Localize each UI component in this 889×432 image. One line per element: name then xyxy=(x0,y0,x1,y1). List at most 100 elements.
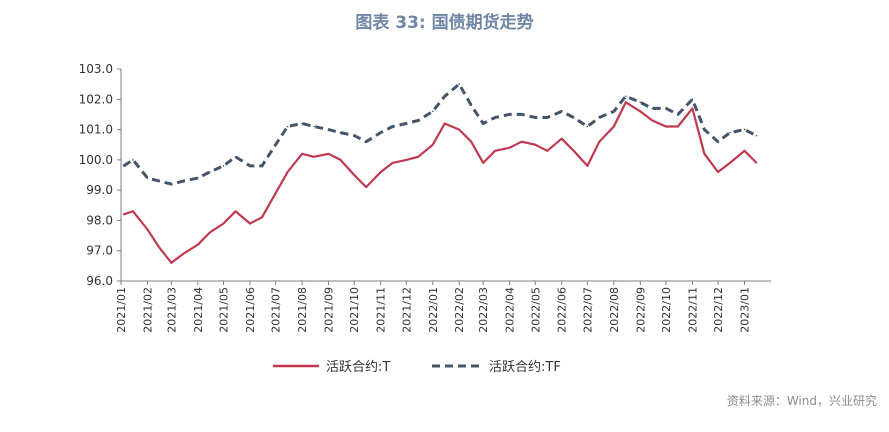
x-tick-label: 2021/01 xyxy=(115,287,128,333)
series-t-point xyxy=(182,252,185,255)
series-tf-point xyxy=(132,159,134,161)
series-t-point xyxy=(482,162,484,164)
y-tick-label: 102.0 xyxy=(79,92,113,106)
series-t-point xyxy=(353,174,355,176)
series-tf-point xyxy=(755,134,758,137)
series-tf-point xyxy=(261,165,263,167)
series-t-point xyxy=(508,146,511,149)
series-t-point xyxy=(197,243,199,246)
series-t-point xyxy=(494,149,496,152)
x-tick-label: 2022/06 xyxy=(556,287,569,333)
series-tf-point xyxy=(520,113,523,116)
series-t-point xyxy=(598,140,601,143)
series-tf-point xyxy=(572,116,575,119)
series-tf-point xyxy=(365,140,367,143)
series-t-point xyxy=(546,149,549,152)
y-tick-label: 96.0 xyxy=(86,274,113,288)
x-tick-label: 2023/01 xyxy=(739,287,752,333)
series-tf-point xyxy=(274,143,277,146)
series-t-point xyxy=(286,171,289,173)
y-tick-label: 99.0 xyxy=(86,183,113,197)
series-tf-point xyxy=(379,131,382,134)
x-tick-label: 2022/05 xyxy=(529,287,542,333)
series-t-point xyxy=(520,140,523,143)
series-tf-point xyxy=(624,95,627,98)
series-t-point xyxy=(222,222,225,225)
series-tf-point xyxy=(313,125,315,128)
series-tf-point xyxy=(222,165,225,167)
series-t-point xyxy=(651,119,654,122)
series-t-point xyxy=(443,122,446,125)
y-tick-label: 97.0 xyxy=(86,244,113,258)
series-tf-point xyxy=(651,107,654,110)
x-tick-label: 2022/08 xyxy=(608,287,621,333)
series-tf-point xyxy=(743,128,746,131)
x-tick-label: 2022/01 xyxy=(427,287,440,333)
series-line-t xyxy=(123,101,758,264)
series-t-point xyxy=(301,153,303,155)
series-tf-point xyxy=(598,116,601,119)
y-tick-label: 101.0 xyxy=(79,123,113,137)
series-t-point xyxy=(560,137,563,140)
series-t-point xyxy=(458,128,461,131)
series-t-point xyxy=(327,153,330,155)
series-t-point xyxy=(431,143,434,146)
series-tf-point xyxy=(458,83,461,85)
x-tick-label: 2021/04 xyxy=(192,287,205,333)
series-tf-point xyxy=(534,116,537,119)
series-t-point xyxy=(132,210,134,213)
series-t-point xyxy=(613,125,615,128)
series-t-point xyxy=(665,125,667,128)
series-t-point xyxy=(743,149,746,152)
series-t-point xyxy=(313,156,315,158)
series-t-point xyxy=(534,143,537,146)
series-t-point xyxy=(417,156,420,158)
series-tf-point xyxy=(717,140,719,143)
x-tick-label: 2022/10 xyxy=(660,287,673,333)
source-note: 资料来源：Wind，兴业研究 xyxy=(726,394,877,408)
x-tick-label: 2021/12 xyxy=(400,287,413,333)
series-t-point xyxy=(586,165,589,167)
x-tick-label: 2021/06 xyxy=(244,287,257,333)
series-t-point xyxy=(755,162,758,164)
series-tf-point xyxy=(286,125,289,128)
series-tf-point xyxy=(182,180,185,182)
series-t-point xyxy=(249,222,251,225)
series-tf-point xyxy=(470,104,472,107)
series-t-point xyxy=(274,192,277,194)
series-tf-point xyxy=(339,131,342,134)
series-tf-point xyxy=(431,110,434,113)
x-tick-label: 2022/02 xyxy=(453,287,466,333)
x-tick-label: 2022/03 xyxy=(477,287,490,333)
series-t-point xyxy=(717,171,719,173)
series-t-point xyxy=(703,153,706,155)
series-t-point xyxy=(639,110,642,113)
series-t-point xyxy=(146,228,149,231)
series-tf-point xyxy=(405,122,408,125)
series-t-point xyxy=(470,140,472,143)
legend-label-t: 活跃合约:T xyxy=(326,360,390,375)
series-tf-point xyxy=(639,101,642,104)
series-tf-point xyxy=(508,113,511,116)
x-tick-label: 2022/09 xyxy=(634,287,647,333)
series-tf-point xyxy=(586,125,589,128)
x-tick-label: 2021/03 xyxy=(165,287,178,333)
y-tick-label: 100.0 xyxy=(79,153,113,167)
series-tf-point xyxy=(729,131,731,134)
series-t-point xyxy=(158,246,161,249)
series-t-point xyxy=(379,171,382,173)
series-tf-point xyxy=(234,156,237,158)
x-tick-label: 2021/08 xyxy=(296,287,309,333)
y-tick-label: 98.0 xyxy=(86,213,113,227)
series-tf-point xyxy=(703,128,706,131)
series-tf-point xyxy=(482,122,484,125)
series-t-point xyxy=(691,107,694,110)
series-tf-point xyxy=(494,116,496,119)
series-tf-point xyxy=(146,177,149,179)
series-tf-point xyxy=(327,128,330,131)
series-tf-point xyxy=(391,125,394,128)
x-tick-label: 2021/10 xyxy=(348,287,361,333)
series-t-point xyxy=(677,125,679,128)
series-t-point xyxy=(170,262,173,264)
